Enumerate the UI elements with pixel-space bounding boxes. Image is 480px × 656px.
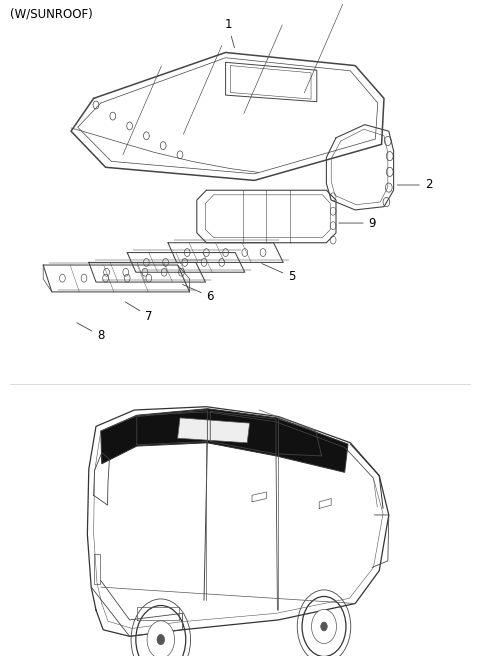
Circle shape (302, 596, 346, 656)
Polygon shape (101, 409, 348, 472)
Text: 1: 1 (224, 18, 234, 48)
Text: 6: 6 (182, 285, 214, 303)
Circle shape (136, 605, 186, 656)
Text: 5: 5 (262, 264, 296, 283)
Circle shape (147, 621, 175, 656)
Text: 2: 2 (397, 178, 432, 192)
Text: 9: 9 (339, 216, 376, 230)
Circle shape (321, 622, 327, 631)
Polygon shape (178, 418, 250, 443)
Text: 7: 7 (125, 302, 153, 323)
Text: (W/SUNROOF): (W/SUNROOF) (10, 8, 92, 21)
Circle shape (157, 634, 165, 645)
Text: 8: 8 (77, 323, 105, 342)
Circle shape (312, 609, 336, 644)
